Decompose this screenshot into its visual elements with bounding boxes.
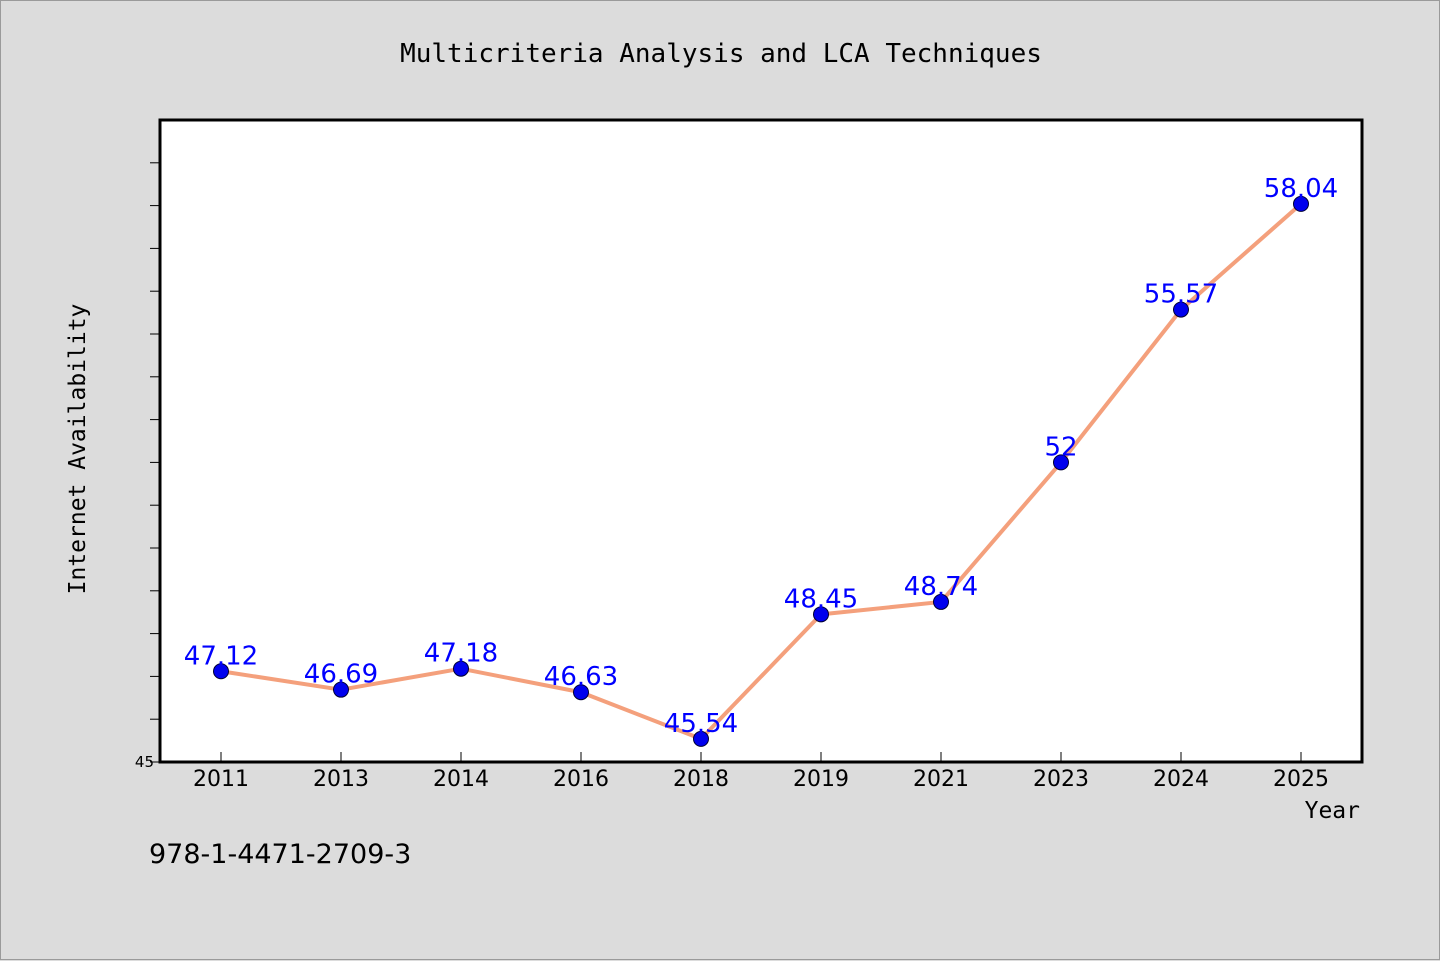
data-point bbox=[693, 730, 709, 747]
x-tick-label: 2023 bbox=[1033, 767, 1089, 792]
data-point bbox=[1053, 454, 1069, 471]
data-label: 47.12 bbox=[184, 641, 258, 671]
data-label: 46.69 bbox=[304, 660, 378, 690]
data-label: 47.18 bbox=[424, 639, 498, 669]
data-point bbox=[1293, 195, 1309, 212]
data-point bbox=[933, 593, 949, 610]
data-point bbox=[333, 681, 349, 698]
x-axis-ticks: 2011 2013 2014 2016 2018 2019 2021 2023 2024 2025 bbox=[193, 752, 1329, 792]
x-tick-label: 2021 bbox=[913, 767, 969, 792]
x-tick-label: 2016 bbox=[553, 767, 609, 792]
x-axis-label: Year bbox=[1305, 798, 1360, 824]
series-group bbox=[213, 195, 1309, 747]
data-labels-group: 47.12 46.69 47.18 46.63 45.54 48.45 48.74 52 55.… bbox=[184, 174, 1338, 739]
x-tick-label: 2025 bbox=[1273, 767, 1329, 792]
isbn-footer: 978-1-4471-2709-3 bbox=[149, 839, 411, 870]
plot-area bbox=[158, 118, 1364, 764]
y-tick-label: 45 bbox=[135, 753, 154, 771]
data-label: 48.45 bbox=[784, 584, 858, 614]
data-label: 45.54 bbox=[664, 709, 738, 739]
data-point bbox=[813, 606, 829, 623]
data-label: 46.63 bbox=[544, 662, 618, 692]
data-label: 52 bbox=[1044, 432, 1077, 462]
data-label: 48.74 bbox=[904, 572, 978, 602]
x-tick-label: 2018 bbox=[673, 767, 729, 792]
y-axis-label: Internet Availability bbox=[65, 304, 91, 595]
x-tick-label: 2024 bbox=[1153, 767, 1209, 792]
y-axis-ticks: 45 bbox=[135, 162, 160, 771]
data-point bbox=[1173, 301, 1189, 318]
x-tick-label: 2019 bbox=[793, 767, 849, 792]
x-tick-label: 2013 bbox=[313, 767, 369, 792]
data-label: 55.57 bbox=[1144, 280, 1218, 310]
x-tick-label: 2014 bbox=[433, 767, 489, 792]
data-point bbox=[453, 660, 469, 677]
chart-title: Multicriteria Analysis and LCA Technique… bbox=[400, 39, 1042, 69]
series-line bbox=[220, 202, 1303, 741]
data-label: 58.04 bbox=[1264, 174, 1338, 204]
data-point bbox=[213, 663, 229, 680]
data-point bbox=[573, 684, 589, 701]
x-tick-label: 2011 bbox=[193, 767, 249, 792]
